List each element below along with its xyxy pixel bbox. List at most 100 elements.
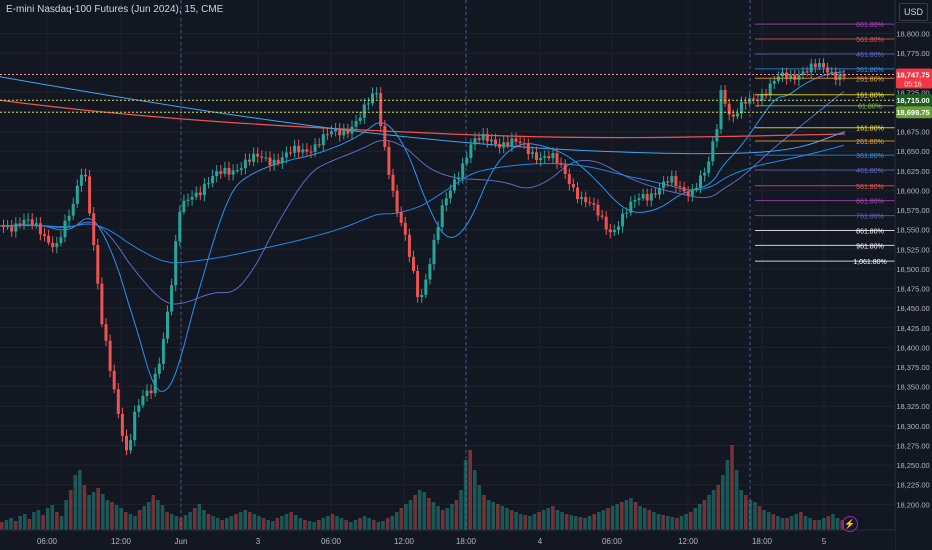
last-price-tag <box>896 68 932 89</box>
time-tick-label: 4 <box>538 537 543 546</box>
candle-body <box>461 163 465 178</box>
volume-bar <box>812 520 817 530</box>
candle-body <box>170 285 174 312</box>
volume-bar <box>225 518 229 530</box>
volume-bar <box>445 508 450 530</box>
candle-body <box>346 129 350 134</box>
time-tick-label: 3 <box>256 537 261 546</box>
volume-bar <box>192 508 197 530</box>
candle-body <box>580 197 584 200</box>
candle-body <box>211 176 215 184</box>
candle-body <box>772 80 776 84</box>
candle-body <box>621 213 625 227</box>
fib-level-label: 461.80% <box>856 52 884 59</box>
volume-bar <box>500 506 505 530</box>
volume-bar <box>64 500 68 530</box>
volume-bar <box>688 512 693 530</box>
volume-bar <box>597 512 601 530</box>
candle-body <box>317 144 321 146</box>
candle-body <box>75 185 79 204</box>
level-a-tag <box>896 94 932 107</box>
volume-bar <box>110 502 114 530</box>
candle-body <box>235 169 239 171</box>
candle-body <box>157 363 161 374</box>
candle-body <box>715 129 719 142</box>
candle-body <box>412 256 415 272</box>
volume-bar <box>137 510 142 530</box>
volume-bar <box>271 521 275 530</box>
candle-body <box>633 200 637 202</box>
volume-bar <box>541 510 546 530</box>
candle-body <box>391 174 395 191</box>
price-tick-label: 18,450.00 <box>896 304 929 313</box>
volume-bar <box>358 518 362 530</box>
fib-level-label: 761.80% <box>856 214 884 221</box>
candle-body <box>321 134 325 146</box>
candle-body <box>276 159 280 164</box>
volume-bar <box>124 512 128 530</box>
candle-body <box>436 226 440 240</box>
ma-slow-line <box>0 144 845 264</box>
candle-body <box>826 67 830 73</box>
candle-body <box>559 163 563 165</box>
candle-body <box>530 152 534 154</box>
candle-body <box>489 139 493 142</box>
volume-bar <box>229 516 234 530</box>
price-axis-bg <box>895 0 932 550</box>
price-tick-label: 18,600.00 <box>896 186 929 195</box>
candle-body <box>96 245 100 284</box>
volume-bar <box>316 520 321 530</box>
candle-body <box>301 149 305 153</box>
volume-bar <box>156 500 160 530</box>
volume-bar <box>757 506 762 530</box>
volume-bar <box>335 516 339 530</box>
volume-bar <box>119 508 123 530</box>
volume-bar <box>353 520 358 530</box>
candle-body <box>137 405 141 412</box>
volume-bar <box>408 500 413 530</box>
time-tick-label: 06:00 <box>602 537 623 546</box>
candle-body <box>63 220 67 238</box>
volume-bar <box>169 514 174 530</box>
candle-body <box>469 144 473 159</box>
volume-bar <box>707 495 711 530</box>
volume-bar <box>739 490 743 530</box>
currency-button[interactable]: USD <box>899 3 928 21</box>
price-tick-label: 18,300.00 <box>896 422 929 431</box>
volume-bar <box>693 508 698 530</box>
time-tick-label: 12:00 <box>394 537 415 546</box>
candle-body <box>14 223 18 232</box>
price-tick-label: 18,675.00 <box>896 128 929 137</box>
time-tick-label: 18:00 <box>752 537 773 546</box>
candle-body <box>670 175 674 183</box>
candle-body <box>641 194 645 199</box>
volume-bar <box>206 514 211 530</box>
candle-body <box>805 71 809 73</box>
candle-body <box>133 411 137 441</box>
volume-bar <box>257 516 261 530</box>
candle-body <box>362 104 366 118</box>
volume-bar <box>234 514 238 530</box>
candle-body <box>379 93 383 127</box>
volume-bar <box>41 515 45 530</box>
candle-body <box>457 177 461 180</box>
candle-body <box>596 204 600 216</box>
candle-body <box>416 271 420 298</box>
candle-body <box>403 222 407 235</box>
price-tick-label: 18,775.00 <box>896 49 929 58</box>
candle-body <box>67 215 71 221</box>
volume-bar <box>45 508 50 530</box>
flash-icon[interactable]: ⚡ <box>842 516 858 532</box>
candle-body <box>686 191 690 196</box>
candle-body <box>612 229 616 233</box>
candle-body <box>215 171 219 177</box>
candle-body <box>219 171 223 174</box>
candle-body <box>342 129 346 136</box>
volume-bar <box>656 514 661 530</box>
volume-bar <box>583 518 587 530</box>
volume-bar <box>463 460 468 530</box>
price-tick-label: 18,250.00 <box>896 461 929 470</box>
candle-body <box>71 203 75 216</box>
volume-bar <box>753 502 757 530</box>
